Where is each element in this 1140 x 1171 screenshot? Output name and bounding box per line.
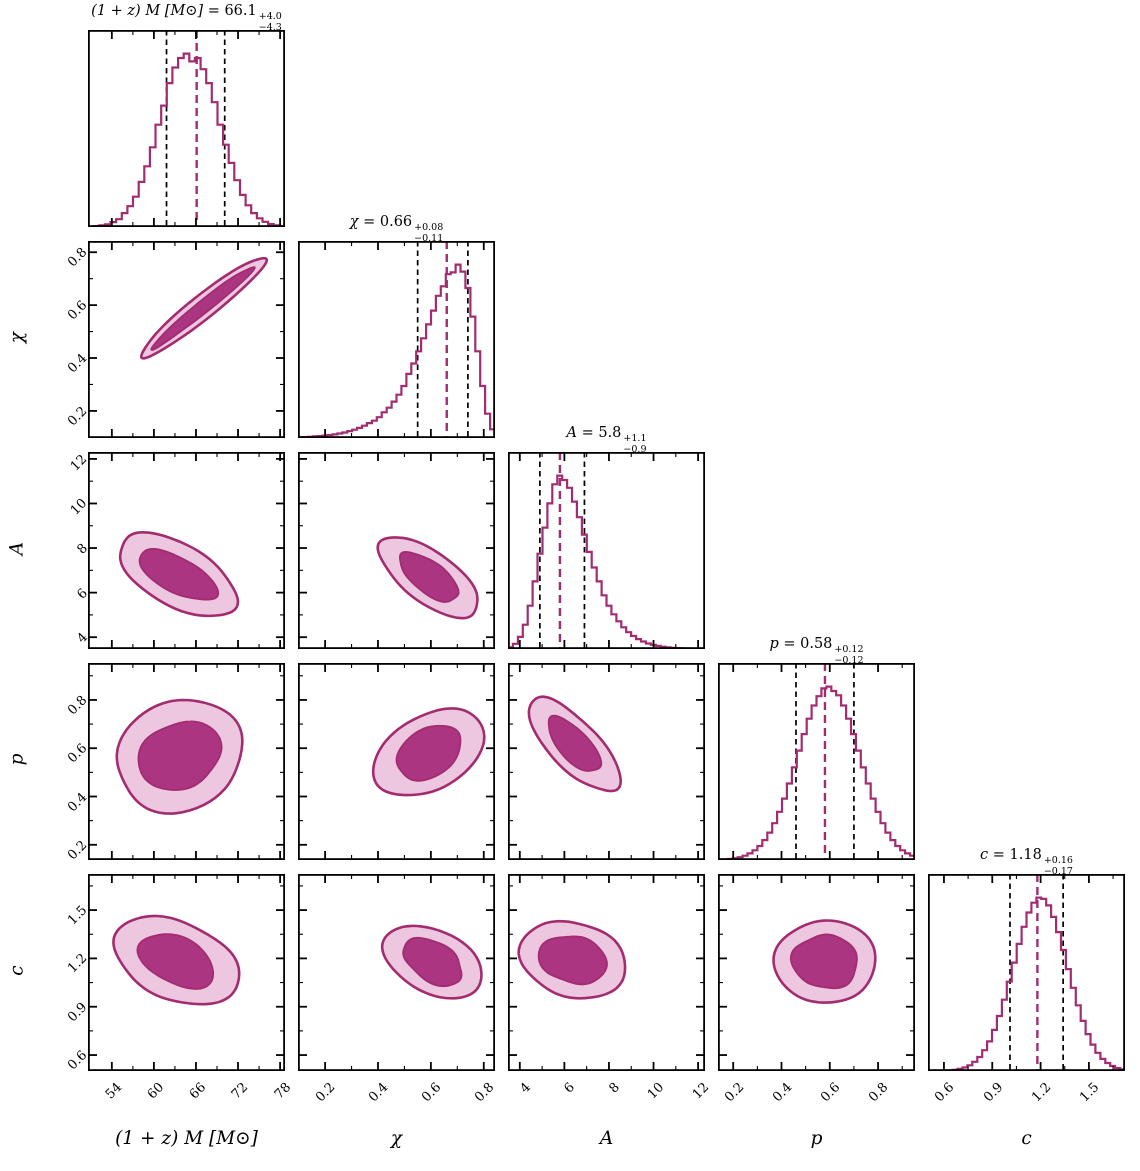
ytick-label-c: 0.9 — [65, 999, 91, 1025]
title-uncertainty: +0.12 −0.12 — [834, 644, 864, 666]
xtick-label-mass: 66 — [187, 1080, 210, 1103]
xtick-label-mass: 60 — [145, 1080, 168, 1103]
ytick-label-chi: 0.4 — [65, 351, 91, 377]
xtick-label-chi: 0.6 — [419, 1080, 445, 1106]
xtick-label-A: 6 — [561, 1080, 578, 1097]
ytick-label-c: 1.5 — [65, 903, 91, 929]
col-axis-label-mass: (1 + z) M [M⊙] — [115, 1128, 258, 1149]
title-A: A = 5.8 +1.1 −0.9 — [566, 425, 647, 455]
ytick-label-p: 0.6 — [65, 741, 91, 767]
row-axis-label-A: A — [6, 541, 28, 555]
col-axis-label-p: p — [810, 1128, 823, 1149]
xtick-label-c: 1.2 — [1028, 1080, 1055, 1106]
xtick-label-chi: 0.4 — [366, 1080, 392, 1106]
xtick-label-c: 1.5 — [1077, 1080, 1103, 1106]
panel-c-vs-mass — [88, 874, 285, 1071]
ytick-label-p: 0.4 — [65, 789, 91, 815]
title-p: p = 0.58 +0.12 −0.12 — [769, 636, 864, 666]
col-axis-label-A: A — [599, 1128, 614, 1149]
row-axis-label-chi: χ — [6, 331, 28, 343]
xtick-label-p: 0.8 — [866, 1080, 892, 1106]
xtick-label-A: 8 — [606, 1080, 623, 1097]
row-axis-label-p: p — [6, 753, 28, 765]
panel-hist-chi — [298, 241, 495, 438]
xtick-label-chi: 0.8 — [472, 1080, 498, 1106]
panel-chi-vs-mass — [88, 241, 285, 438]
title-uncertainty: +1.1 −0.9 — [623, 433, 647, 455]
xtick-label-p: 0.2 — [721, 1080, 747, 1106]
xtick-label-c: 0.9 — [980, 1080, 1006, 1106]
xtick-label-p: 0.6 — [818, 1080, 844, 1106]
title-mass: (1 + z) M [M⊙] = 66.1 +4.0 −4.3 — [91, 3, 282, 33]
ytick-label-p: 0.2 — [65, 837, 91, 864]
xtick-label-mass: 54 — [103, 1080, 126, 1103]
xtick-label-mass: 78 — [271, 1080, 294, 1103]
panel-hist-c — [928, 874, 1125, 1071]
ytick-label-c: 0.6 — [65, 1048, 91, 1074]
col-axis-label-c: c — [1021, 1128, 1032, 1149]
title-uncertainty: +4.0 −4.3 — [258, 11, 282, 33]
title-uncertainty: +0.08 −0.11 — [414, 222, 444, 244]
panel-A-vs-chi — [298, 452, 495, 649]
title-symbol: (1 + z) M [M⊙] — [91, 3, 204, 19]
ytick-label-chi: 0.6 — [65, 298, 91, 324]
panel-c-vs-chi — [298, 874, 495, 1071]
ytick-label-p: 0.8 — [65, 692, 91, 719]
xtick-label-A: 10 — [644, 1080, 668, 1103]
panel-p-vs-mass — [88, 663, 285, 860]
xtick-label-c: 0.6 — [932, 1080, 958, 1106]
ytick-label-chi: 0.8 — [65, 245, 91, 271]
panel-hist-A — [508, 452, 705, 649]
panel-p-vs-A — [508, 663, 705, 860]
col-axis-label-chi: χ — [390, 1128, 403, 1149]
panel-hist-mass — [88, 30, 285, 227]
xtick-label-mass: 72 — [229, 1080, 252, 1103]
title-symbol: χ — [349, 214, 359, 230]
title-chi: χ = 0.66 +0.08 −0.11 — [349, 214, 444, 244]
title-symbol: p — [769, 636, 779, 652]
row-axis-label-c: c — [6, 964, 28, 976]
panel-c-vs-p — [718, 874, 915, 1071]
xtick-label-p: 0.4 — [769, 1080, 796, 1106]
panel-c-vs-A — [508, 874, 705, 1071]
ytick-label-chi: 0.2 — [65, 403, 91, 430]
xtick-label-chi: 0.2 — [313, 1080, 339, 1106]
ytick-label-c: 1.2 — [65, 951, 91, 977]
title-symbol: c — [980, 847, 989, 863]
panel-p-vs-chi — [298, 663, 495, 860]
panel-hist-p — [718, 663, 915, 860]
title-symbol: A — [566, 425, 577, 441]
xtick-label-A: 4 — [516, 1080, 534, 1097]
title-uncertainty: +0.16 −0.17 — [1043, 855, 1073, 877]
xtick-label-A: 12 — [689, 1080, 712, 1103]
title-c: c = 1.18 +0.16 −0.17 — [980, 847, 1073, 877]
panel-A-vs-mass — [88, 452, 285, 649]
